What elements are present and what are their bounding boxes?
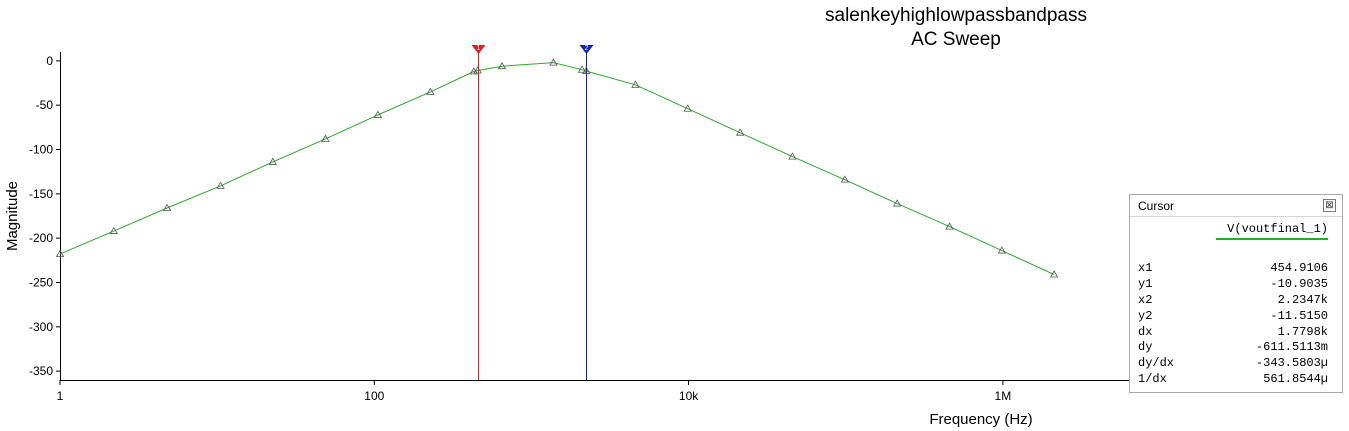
cursor-row-value: 454.9106 — [1270, 261, 1328, 275]
series-color-swatch — [1216, 238, 1328, 240]
axes — [60, 52, 1130, 381]
cursor-row-x1: x1 454.9106 — [1130, 261, 1342, 277]
cursor-row-value: -343.5803µ — [1255, 356, 1328, 371]
cursor-panel-title: Cursor — [1138, 199, 1175, 213]
cursor-row-dydx: dy/dx -343.5803µ — [1130, 356, 1342, 372]
cursor-row-value: -10.9035 — [1270, 276, 1328, 291]
data-point-marker — [997, 246, 1007, 254]
data-point-marker — [216, 181, 225, 189]
cursor-row-label: x1 — [1138, 261, 1153, 275]
data-point-marker — [840, 175, 850, 183]
data-point-marker — [631, 80, 640, 88]
x-tick-label: 100 — [364, 389, 384, 403]
y-tick-label: -200 — [29, 231, 53, 245]
cursor-column-header: V(voutfinal_1) — [1227, 222, 1328, 236]
data-point-marker — [497, 61, 507, 70]
data-point-marker — [1049, 270, 1059, 278]
data-point-marker — [683, 104, 692, 112]
y-tick-label: -350 — [29, 364, 53, 378]
cursor-row-value: 1.7798k — [1277, 324, 1328, 339]
cursor-row-value: -11.5150 — [1270, 308, 1328, 323]
data-point-marker — [945, 222, 954, 230]
cursor-row-label: y2 — [1138, 308, 1153, 323]
y-tick-label: -300 — [29, 320, 53, 334]
cursor-row-dy: dy -611.5113m — [1130, 340, 1342, 356]
data-point-marker — [268, 157, 277, 165]
y-axis-title: Magnitude — [4, 181, 21, 251]
x-tick-label: 1M — [995, 389, 1012, 403]
cursor-row-label: dx — [1138, 324, 1153, 339]
data-point-marker — [55, 249, 65, 258]
cursor-marker — [579, 45, 594, 54]
cursor-row-inv-dx: 1/dx 561.8544µ — [1130, 372, 1342, 388]
y-tick-label: -250 — [29, 275, 53, 289]
x-tick-label: 10k — [679, 389, 699, 403]
cursor-row-label: dy/dx — [1138, 356, 1175, 371]
cursor-row-y2: y2 -11.5150 — [1130, 309, 1342, 325]
cursor-rows: x1 454.9106 y1 -10.9035 x2 2.2347k y2 -11.51… — [1130, 261, 1342, 388]
cursor-row-label: dy — [1138, 340, 1153, 355]
data-point-marker — [577, 65, 587, 73]
chart-title: salenkeyhighlowpassbandpass — [825, 5, 1087, 26]
data-point-marker — [109, 226, 119, 234]
cursor-row-value: -611.5113m — [1255, 340, 1328, 355]
cursor-panel: Cursor ⊠ V(voutfinal_1) x1 454.9106 y1 -10… — [1129, 194, 1343, 393]
cursor-id-label: 2 — [585, 45, 589, 52]
data-point-marker — [373, 110, 383, 118]
y-tick-label: -100 — [29, 143, 53, 157]
cursor-row-label: y1 — [1138, 276, 1153, 291]
data-point-marker — [788, 152, 797, 160]
y-tick-label: -150 — [29, 187, 53, 201]
chart-subtitle: AC Sweep — [911, 29, 1001, 50]
cursor-row-label: x2 — [1138, 292, 1153, 307]
series-layer — [55, 58, 1059, 278]
data-point-marker — [892, 199, 902, 207]
x-axis-title: Frequency (Hz) — [929, 411, 1032, 428]
cursor-row-x2: x2 2.2347k — [1130, 293, 1342, 309]
y-tick-label: 0 — [46, 54, 53, 68]
series-line — [59, 62, 1055, 275]
close-icon[interactable]: ⊠ — [1323, 199, 1336, 212]
cursor-row-dx: dx 1.7798k — [1130, 325, 1342, 341]
cursor-id-label: 1 — [477, 45, 481, 52]
cursor-marker — [471, 45, 486, 54]
cursor-row-value: 561.8544µ — [1263, 372, 1328, 387]
data-point-marker — [162, 203, 172, 211]
data-point-marker — [426, 87, 435, 95]
cursor-row-y1: y1 -10.9035 — [1130, 277, 1342, 293]
data-point-marker — [321, 134, 330, 142]
y-ticks: 0 -50 -100 -150 -200 -250 -300 -350 — [29, 54, 60, 378]
cursor-row-value: 2.2347k — [1277, 292, 1328, 307]
cursor-panel-header: Cursor ⊠ — [1130, 195, 1342, 217]
data-point-marker — [473, 66, 482, 74]
data-point-marker — [549, 58, 558, 66]
data-point-marker — [735, 128, 745, 136]
x-ticks: 1 100 10k 1M — [57, 380, 1012, 403]
y-tick-label: -50 — [36, 98, 54, 112]
cursor-row-label: 1/dx — [1138, 372, 1167, 387]
x-tick-label: 1 — [57, 389, 64, 403]
